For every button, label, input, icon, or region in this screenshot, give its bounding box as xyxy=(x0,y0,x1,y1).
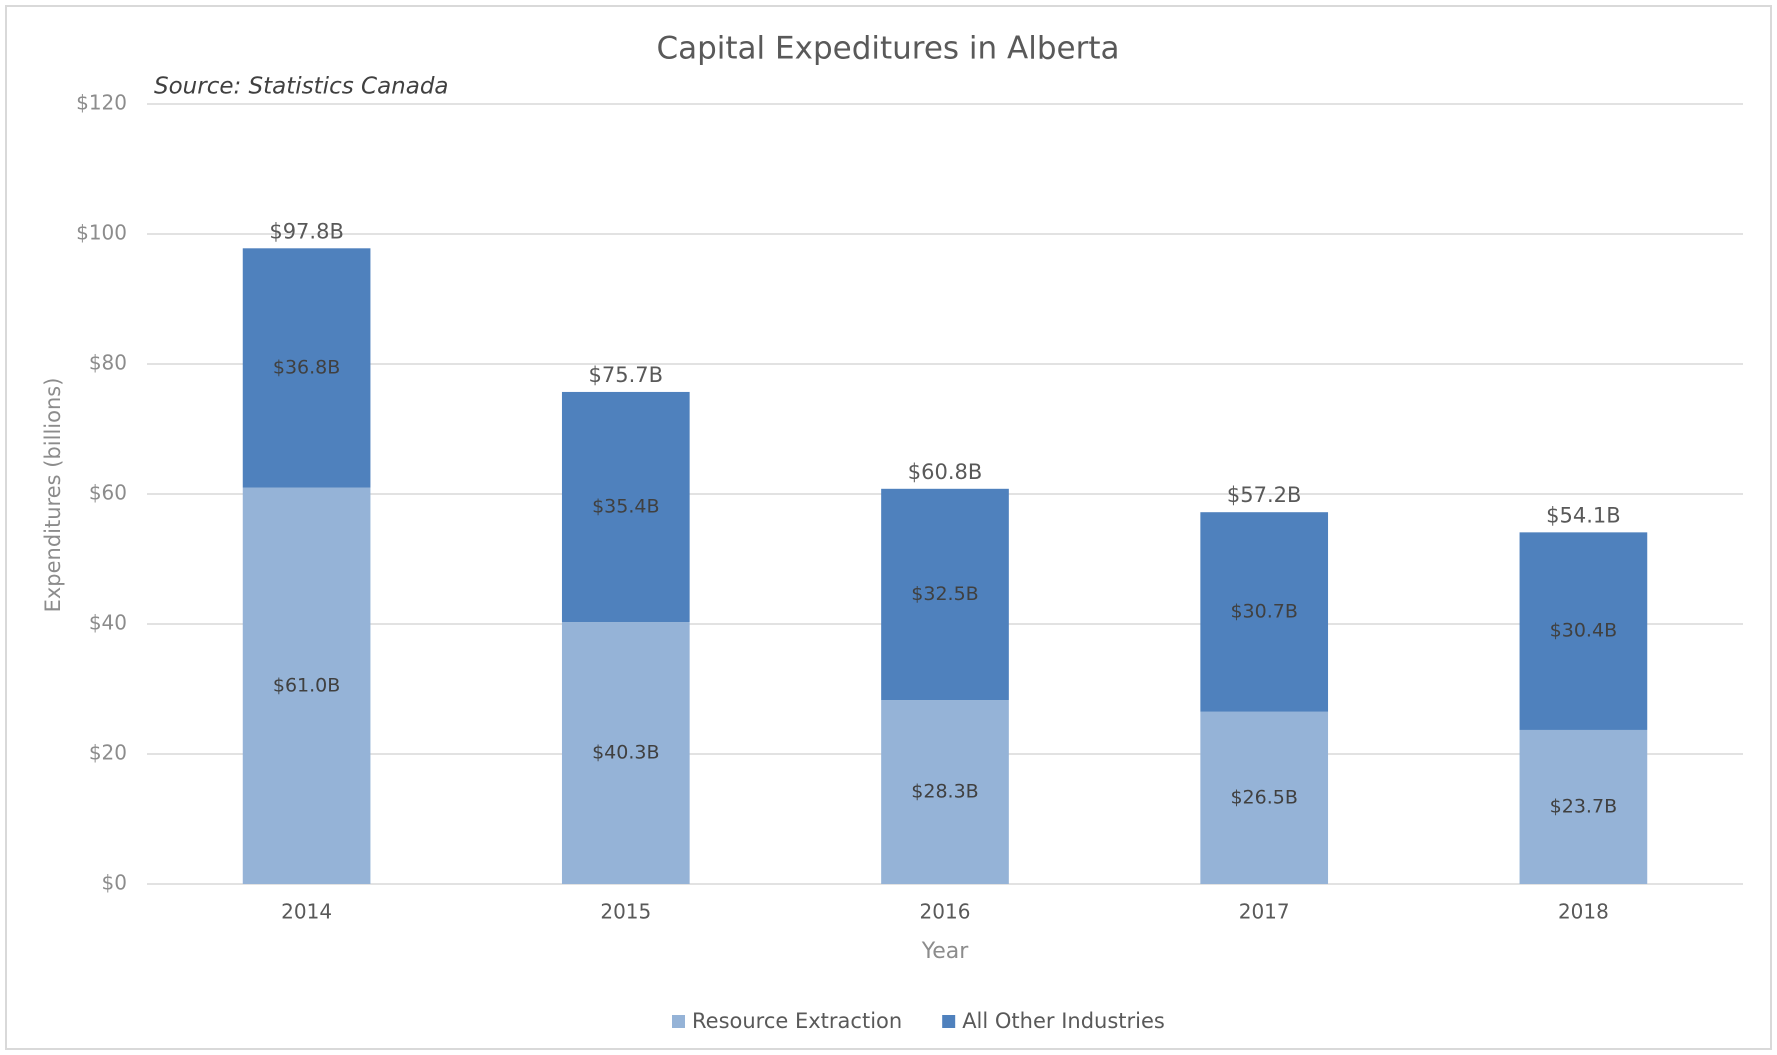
bar-segment xyxy=(242,487,371,884)
bar-segment xyxy=(1200,711,1329,884)
y-tick-label: $40 xyxy=(89,611,127,635)
legend-swatch xyxy=(672,1015,685,1028)
y-tick-label: $20 xyxy=(89,741,127,765)
total-label: $57.2B xyxy=(1227,483,1302,507)
data-label: $23.7B xyxy=(1550,795,1617,817)
data-label: $28.3B xyxy=(911,781,978,803)
chart-subtitle: Source: Statistics Canada xyxy=(154,74,449,100)
data-label: $36.8B xyxy=(273,356,340,378)
data-label: $30.7B xyxy=(1230,600,1297,622)
x-tick-label: 2017 xyxy=(1239,900,1290,924)
x-tick-label: 2014 xyxy=(281,900,332,924)
data-label: $35.4B xyxy=(592,496,659,518)
legend-swatch xyxy=(942,1015,956,1028)
data-label: $61.0B xyxy=(273,674,340,696)
chart-title: Capital Expeditures in Alberta xyxy=(656,31,1119,67)
legend-label: All Other Industries xyxy=(962,1009,1165,1033)
bar-segment xyxy=(561,622,690,884)
total-label: $97.8B xyxy=(269,219,344,243)
x-tick-label: 2018 xyxy=(1558,900,1609,924)
total-label: $60.8B xyxy=(908,460,983,484)
bar-segment xyxy=(881,700,1009,884)
bar-segment xyxy=(1519,729,1648,884)
y-tick-label: $0 xyxy=(102,871,127,895)
y-axis-label: Expenditures (billions) xyxy=(41,378,65,613)
y-tick-label: $60 xyxy=(89,481,127,505)
y-tick-label: $120 xyxy=(76,91,127,115)
total-label: $75.7B xyxy=(589,363,664,387)
x-axis-label: Year xyxy=(921,939,970,964)
data-label: $30.4B xyxy=(1550,620,1617,642)
data-label: $32.5B xyxy=(911,583,978,605)
data-label: $40.3B xyxy=(592,742,659,764)
y-tick-label: $100 xyxy=(76,221,127,245)
bar-segment xyxy=(1519,532,1648,730)
x-tick-label: 2016 xyxy=(920,900,971,924)
x-tick-label: 2015 xyxy=(600,900,651,924)
bar-segment xyxy=(561,391,690,623)
y-tick-label: $80 xyxy=(89,351,127,375)
bar-segment xyxy=(242,248,371,488)
bar-segment xyxy=(1200,512,1329,712)
data-label: $26.5B xyxy=(1230,786,1297,808)
bar-segment xyxy=(881,488,1009,701)
legend-label: Resource Extraction xyxy=(692,1009,902,1033)
total-label: $54.1B xyxy=(1546,503,1621,527)
